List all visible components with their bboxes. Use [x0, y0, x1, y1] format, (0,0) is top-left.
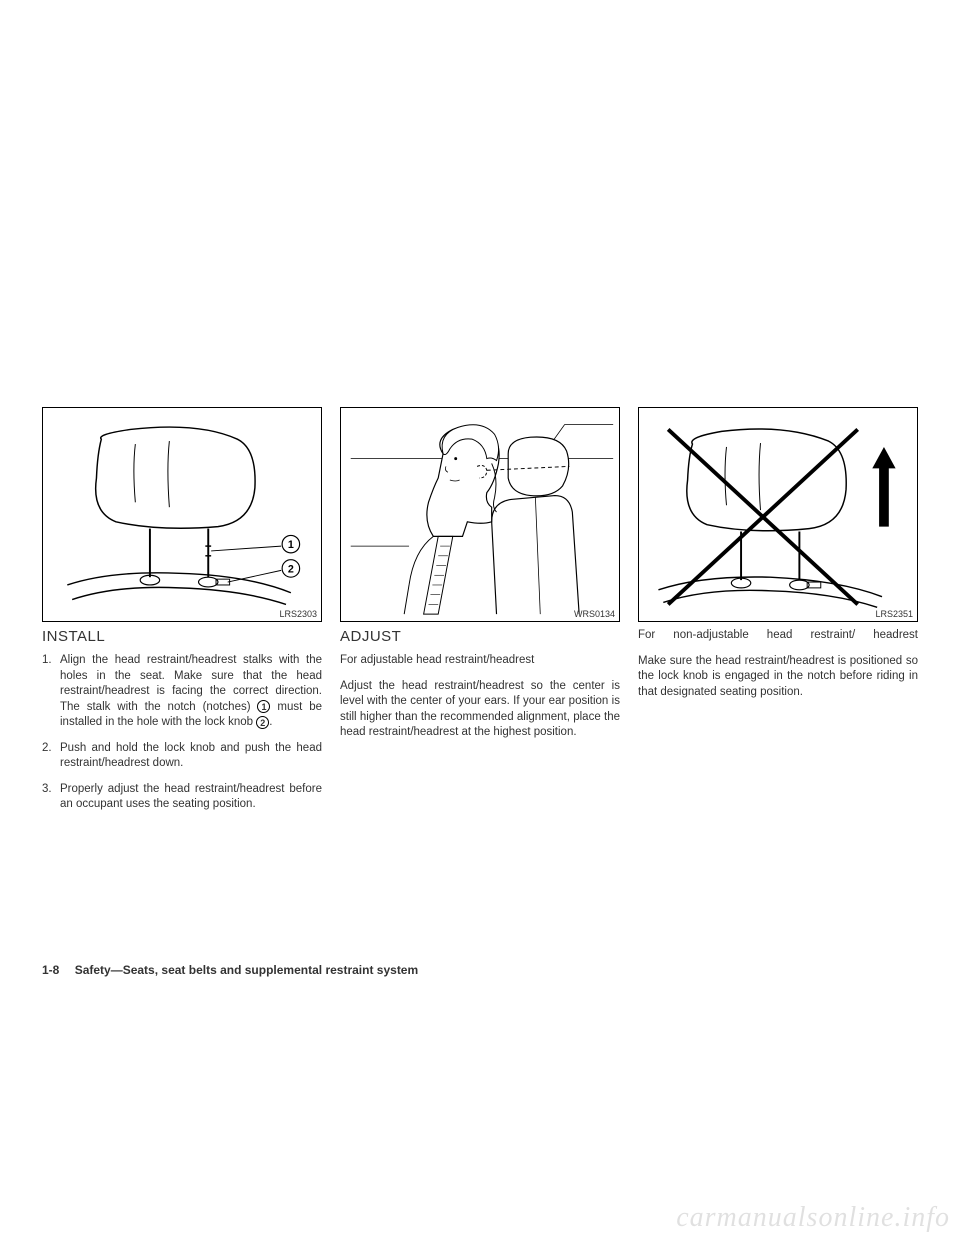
adjust-para-1: For adjustable head restraint/headrest [340, 653, 620, 669]
column-install: 1 2 LRS2303 INSTALL Align the head restr… [42, 407, 322, 823]
nonadjust-para-2: Make sure the head restraint/headrest is… [638, 654, 918, 701]
heading-adjust: ADJUST [340, 628, 620, 645]
figure-nonadjust: LRS2351 [638, 407, 918, 622]
adjust-para-2: Adjust the head restraint/headrest so th… [340, 679, 620, 741]
headrest-adjust-diagram [341, 408, 619, 621]
figure-label-adjust: WRS0134 [574, 609, 615, 619]
figure-adjust: WRS0134 [340, 407, 620, 622]
footer-section-name: Safety—Seats, seat belts and supplementa… [75, 963, 418, 977]
callout-2-icon: 2 [256, 716, 269, 729]
svg-text:2: 2 [288, 563, 294, 575]
figure-install: 1 2 LRS2303 [42, 407, 322, 622]
install-step-2: Push and hold the lock knob and push the… [42, 741, 322, 772]
column-nonadjust: LRS2351 For non-adjustable head restrain… [638, 407, 918, 823]
headrest-install-diagram: 1 2 [43, 408, 321, 621]
install-step-1: Align the head restraint/headrest stalks… [42, 653, 322, 731]
watermark: carmanualsonline.info [676, 1202, 950, 1234]
heading-install: INSTALL [42, 628, 322, 645]
nonadjust-para-1: For non-adjustable head restraint/ headr… [638, 628, 918, 644]
headrest-nonadjust-diagram [639, 408, 917, 621]
column-adjust: WRS0134 ADJUST For adjustable head restr… [340, 407, 620, 823]
page-footer: 1-8 Safety—Seats, seat belts and supplem… [42, 963, 418, 977]
figure-label-install: LRS2303 [279, 609, 317, 619]
svg-text:1: 1 [288, 539, 294, 551]
install-step-3: Properly adjust the head restraint/headr… [42, 782, 322, 813]
page-number: 1-8 [42, 963, 59, 977]
figure-label-nonadjust: LRS2351 [875, 609, 913, 619]
page-content: 1 2 LRS2303 INSTALL Align the head restr… [0, 0, 960, 823]
callout-1-icon: 1 [257, 700, 270, 713]
install-steps: Align the head restraint/headrest stalks… [42, 653, 322, 813]
